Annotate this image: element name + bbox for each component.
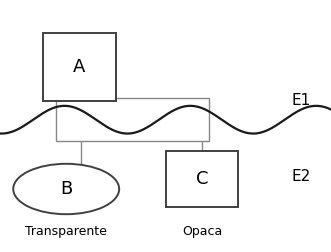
Ellipse shape: [13, 164, 119, 214]
Bar: [56, 98, 209, 141]
Bar: [43, 33, 116, 101]
Text: C: C: [196, 170, 208, 188]
Text: A: A: [73, 58, 86, 76]
Text: E1: E1: [291, 93, 310, 108]
Text: B: B: [60, 180, 72, 198]
Bar: [166, 151, 238, 207]
Text: Transparente: Transparente: [25, 225, 107, 238]
Text: E2: E2: [291, 169, 310, 184]
Text: Opaca: Opaca: [182, 225, 222, 238]
